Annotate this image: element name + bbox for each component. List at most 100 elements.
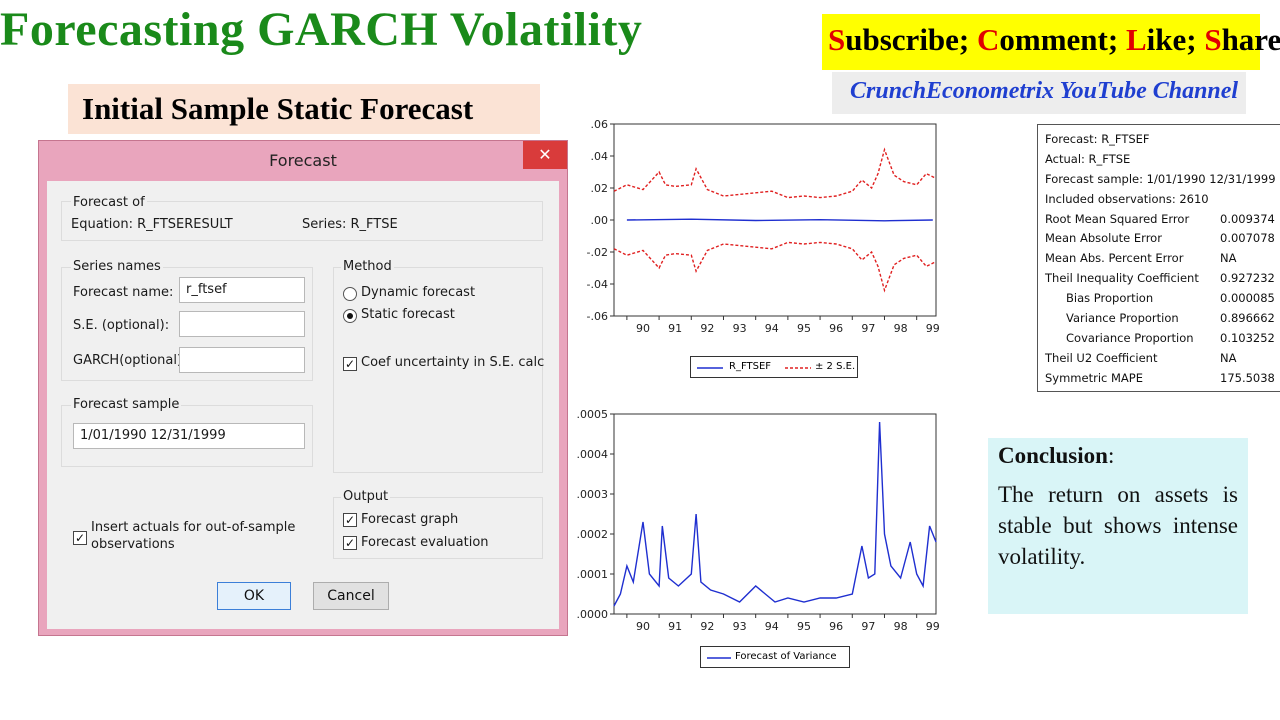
stats-value: NA [1220,351,1237,365]
x-tick-label: 93 [733,322,747,335]
coef-uncertainty-label[interactable]: Coef uncertainty in S.E. calc [361,355,545,370]
stats-label: Mean Abs. Percent Error [1045,251,1184,265]
forecast-sample-group [61,405,313,467]
series-label: Series: R_FTSE [302,217,398,232]
forecast-evaluation-table: Forecast: R_FTSEF Actual: R_FTSE Forecas… [1037,124,1280,392]
stats-value: 0.009374 [1220,212,1275,226]
static-forecast-label[interactable]: Static forecast [361,307,455,322]
x-tick-label: 95 [797,620,811,632]
x-tick-label: 98 [894,322,908,335]
series-names-label: Series names [71,259,163,274]
insert-actuals-line1: Insert actuals for out-of-sample [91,520,296,535]
insert-actuals-label[interactable]: Insert actuals for out-of-sample observa… [91,519,295,553]
forecast-graph-checkbox[interactable]: ✓ [343,513,357,527]
coef-uncertainty-checkbox[interactable]: ✓ [343,357,357,371]
forecast-graph-label[interactable]: Forecast graph [361,512,459,527]
forecast-chart: .06 .04 .02 .00 -.02 -.04 -.06 90 91 92 93 94 95 96 9… [587,118,940,335]
stats-value: 0.000085 [1220,291,1275,305]
x-tick-label: 94 [765,620,779,632]
forecast-evaluation-checkbox[interactable]: ✓ [343,536,357,550]
close-button[interactable]: ✕ [523,141,567,169]
forecast-dialog: Forecast ✕ Forecast of Equation: R_FTSER… [38,140,568,636]
series-line [626,218,933,222]
stats-value: NA [1220,251,1237,265]
dynamic-forecast-label[interactable]: Dynamic forecast [361,285,476,300]
forecast-evaluation-label[interactable]: Forecast evaluation [361,535,489,550]
stats-value: 0.927232 [1220,271,1275,285]
stats-value: 0.103252 [1220,331,1275,345]
conclusion-colon: : [1107,443,1115,468]
forecast-name-input[interactable]: r_ftsef [179,277,305,303]
dialog-title: Forecast [269,151,337,170]
banner-word: ubscribe; [845,22,977,57]
x-tick-label: 99 [926,620,940,632]
plot-frame [613,413,937,615]
y-tick-label: .02 [591,182,609,195]
x-tick-label: 92 [700,322,714,335]
stats-label: Root Mean Squared Error [1045,212,1190,226]
stats-label: Symmetric MAPE [1045,371,1143,385]
dialog-body: Forecast of Equation: R_FTSERESULT Serie… [47,181,559,629]
stats-label: Bias Proportion [1066,291,1154,305]
stats-label: Mean Absolute Error [1045,231,1162,245]
stats-value: 0.007078 [1220,231,1275,245]
radio-selected-dot [347,313,353,319]
dynamic-forecast-radio[interactable] [343,287,357,301]
y-tick-label: .0001 [577,568,609,581]
banner-letter: L [1125,22,1147,57]
legend-label: Forecast of Variance [735,651,837,662]
method-group [333,267,543,473]
conclusion-box: Conclusion: The return on assets is stab… [988,438,1248,614]
stats-value: 0.896662 [1220,311,1275,325]
stats-header-line: Forecast: R_FTSEF [1045,132,1150,146]
close-icon: ✕ [538,145,552,164]
y-tick-label: -.02 [587,246,608,259]
static-forecast-radio[interactable] [343,309,357,323]
stats-header-line: Actual: R_FTSE [1045,152,1131,166]
banner-letter: S [1204,22,1222,57]
ok-button[interactable]: OK [217,582,291,610]
garch-label: GARCH(optional): [73,353,187,368]
insert-actuals-line2: observations [91,537,175,552]
banner-word: ike; [1146,22,1205,57]
series-names-group [61,267,313,381]
banner-letter: S [828,22,846,57]
variance-chart: .0005 .0004 .0003 .0002 .0001 .0000 90 91 92 93 9… [577,408,940,632]
x-tick-label: 97 [861,620,875,632]
cancel-button[interactable]: Cancel [313,582,389,610]
y-tick-label: .0005 [577,408,609,421]
se-input[interactable] [179,311,305,337]
garch-input[interactable] [179,347,305,373]
channel-name: CrunchEconometrix YouTube Channel [832,72,1246,114]
y-tick-label: .0003 [577,488,609,501]
y-tick-label: -.04 [587,278,608,291]
x-tick-label: 91 [668,322,682,335]
conclusion-heading: Conclusion [998,443,1108,468]
insert-actuals-checkbox[interactable]: ✓ [73,531,87,545]
dialog-titlebar[interactable]: Forecast ✕ [39,141,567,181]
x-tick-label: 96 [829,322,843,335]
se-label: S.E. (optional): [73,318,170,333]
stats-header-line: Included observations: 2610 [1045,192,1209,206]
banner-word: omment; [999,22,1126,57]
forecast-of-label: Forecast of [71,195,147,210]
y-tick-label: -.06 [587,310,608,323]
variance-chart-legend: Forecast of Variance [700,646,850,668]
x-tick-label: 98 [894,620,908,632]
x-tick-label: 92 [700,620,714,632]
x-tick-label: 90 [636,322,650,335]
checkmark-icon: ✓ [344,357,356,371]
forecast-sample-input[interactable]: 1/01/1990 12/31/1999 [73,423,305,449]
y-tick-label: .0004 [577,448,609,461]
y-tick-label: .00 [591,214,609,227]
stats-label: Covariance Proportion [1066,331,1194,345]
checkmark-icon: ✓ [74,531,86,545]
x-tick-label: 90 [636,620,650,632]
forecast-chart-legend: R_FTSEF ± 2 S.E. [690,356,858,378]
x-tick-label: 93 [733,620,747,632]
section-subtitle: Initial Sample Static Forecast [68,84,540,134]
y-tick-label: .04 [591,150,609,163]
stats-label: Variance Proportion [1066,311,1179,325]
forecast-name-label: Forecast name: [73,285,174,300]
conclusion-text: The return on assets is stable but shows… [998,482,1238,569]
